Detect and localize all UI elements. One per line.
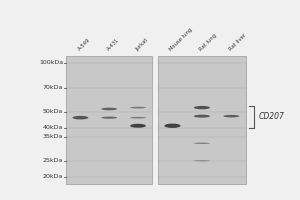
Text: 70kDa: 70kDa [43,85,63,90]
Ellipse shape [223,115,239,117]
Text: 40kDa: 40kDa [43,125,63,130]
Text: A-431: A-431 [106,38,120,52]
Text: 20kDa: 20kDa [43,174,63,179]
Ellipse shape [130,124,146,128]
Text: Mouse lung: Mouse lung [169,27,194,52]
FancyBboxPatch shape [158,56,246,184]
Text: A-549: A-549 [77,38,92,52]
Ellipse shape [101,117,117,119]
Ellipse shape [164,124,181,128]
Ellipse shape [194,115,210,118]
Text: Rat lung: Rat lung [198,33,218,52]
Ellipse shape [73,116,88,119]
Ellipse shape [101,108,117,110]
Text: 100kDa: 100kDa [39,60,63,65]
Text: Rat liver: Rat liver [228,33,247,52]
FancyBboxPatch shape [66,56,152,184]
Text: CD207: CD207 [259,112,285,121]
Text: 25kDa: 25kDa [43,158,63,163]
Text: 35kDa: 35kDa [43,134,63,139]
Ellipse shape [194,160,210,161]
Ellipse shape [194,106,210,109]
Ellipse shape [194,143,210,144]
Ellipse shape [130,107,146,109]
Ellipse shape [130,117,146,118]
Text: Jurkat: Jurkat [134,38,149,52]
Text: 50kDa: 50kDa [43,109,63,114]
